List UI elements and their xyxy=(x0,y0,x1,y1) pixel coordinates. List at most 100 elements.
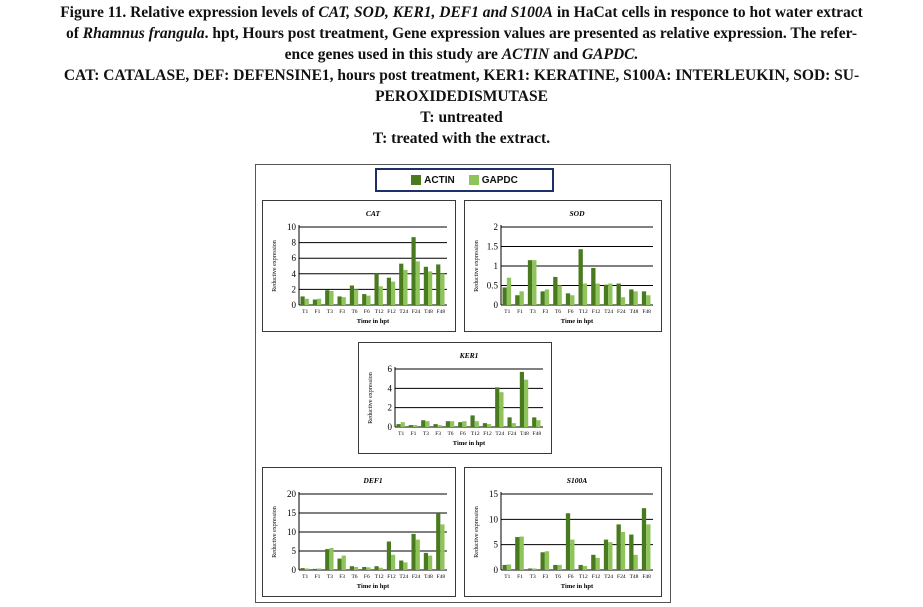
bar-gapdc xyxy=(532,260,537,305)
bar-actin xyxy=(553,564,558,570)
caption-line-3: ence genes used in this study are ACTIN … xyxy=(4,44,919,65)
bar-actin xyxy=(540,552,545,570)
bar-actin xyxy=(423,552,429,570)
y-tick-label: 2 xyxy=(292,284,297,294)
bar-gapdc xyxy=(620,297,626,305)
y-tick-label: 10 xyxy=(287,527,297,537)
y-tick-label: 15 xyxy=(489,489,499,499)
y-tick-label: 0.5 xyxy=(487,281,499,291)
bar-actin xyxy=(374,566,379,570)
y-axis-label: Reductive expression xyxy=(368,372,374,424)
bar-gapdc xyxy=(391,554,396,570)
y-tick-label: 5 xyxy=(292,546,297,556)
x-tick-label: F12 xyxy=(592,309,601,315)
y-axis-label: Reductive expression xyxy=(474,506,480,558)
bar-gapdc xyxy=(304,298,309,305)
bar-gapdc xyxy=(536,420,541,427)
bar-actin xyxy=(458,422,463,427)
x-tick-label: F6 xyxy=(568,574,574,580)
bar-gapdc xyxy=(519,291,524,305)
bar-actin xyxy=(482,423,488,427)
legend-item-gapdc: GAPDC xyxy=(468,175,518,186)
x-tick-label: F1 xyxy=(517,574,523,580)
y-tick-label: 5 xyxy=(494,540,499,550)
bar-gapdc xyxy=(595,557,600,570)
bar-gapdc xyxy=(354,289,359,305)
x-tick-label: T1 xyxy=(504,574,510,580)
x-tick-label: F6 xyxy=(364,309,370,315)
bar-actin xyxy=(411,533,416,570)
x-tick-label: T3 xyxy=(327,309,333,315)
bar-actin xyxy=(603,539,609,570)
x-tick-label: F1 xyxy=(315,309,321,315)
chart-title: DEF1 xyxy=(362,476,382,485)
bar-gapdc xyxy=(317,298,322,305)
y-tick-label: 6 xyxy=(388,364,393,374)
bar-gapdc xyxy=(570,295,575,305)
bar-actin xyxy=(515,537,520,570)
y-tick-label: 2 xyxy=(494,222,499,232)
bar-actin xyxy=(553,276,558,305)
y-axis-label: Reductive expression xyxy=(474,240,480,292)
x-tick-label: T3 xyxy=(530,309,536,315)
x-tick-label: F48 xyxy=(533,431,542,437)
bar-gapdc xyxy=(582,283,588,305)
chart-title: CAT xyxy=(366,209,381,218)
x-tick-label: F1 xyxy=(517,309,523,315)
x-tick-label: T6 xyxy=(555,309,561,315)
bar-actin xyxy=(411,237,416,305)
x-tick-label: T6 xyxy=(351,309,357,315)
caption-text: Figure 11. Relative expression levels of xyxy=(60,4,319,21)
bar-actin xyxy=(300,568,305,570)
bar-actin xyxy=(616,524,621,570)
chart-ker1: KER1 Reductive expression 0 2 4 6 T1 F1 T3 F3 T6 F6… xyxy=(368,351,543,447)
bar-actin xyxy=(386,541,392,570)
bar-gapdc xyxy=(474,421,479,427)
bar-gapdc xyxy=(329,290,334,305)
bar-gapdc xyxy=(524,379,529,427)
bar-gapdc xyxy=(428,555,433,570)
x-axis-label: Time in hpt xyxy=(561,318,594,325)
x-tick-label: T24 xyxy=(604,574,613,580)
caption-gene: GAPDC. xyxy=(581,46,639,63)
bar-actin xyxy=(423,266,429,305)
x-tick-label: T24 xyxy=(495,431,504,437)
bar-actin xyxy=(502,287,507,305)
bar-gapdc xyxy=(341,555,346,570)
x-tick-label: T1 xyxy=(302,574,308,580)
bar-actin xyxy=(349,285,355,305)
y-tick-label: 0 xyxy=(388,422,393,432)
bar-actin xyxy=(591,554,596,570)
caption-text: ence genes used in this study are xyxy=(284,46,502,63)
y-tick-label: 1 xyxy=(494,261,499,271)
x-tick-label: F3 xyxy=(542,574,548,580)
bar-gapdc xyxy=(608,542,613,570)
bar-actin xyxy=(312,568,318,570)
bar-actin xyxy=(629,289,634,305)
x-tick-label: F12 xyxy=(387,309,396,315)
bar-gapdc xyxy=(341,297,346,305)
bar-gapdc xyxy=(646,295,651,305)
bar-actin xyxy=(641,508,647,570)
bar-gapdc xyxy=(487,424,492,427)
x-tick-label: F24 xyxy=(617,574,626,580)
caption-line-2: of Rhamnus frangula. hpt, Hours post tre… xyxy=(4,23,919,44)
bar-gapdc xyxy=(608,283,613,305)
x-axis-label: Time in hpt xyxy=(453,440,486,447)
bar-gapdc xyxy=(391,281,396,305)
bar-gapdc xyxy=(378,567,383,570)
bar-gapdc xyxy=(403,269,408,305)
bar-gapdc xyxy=(506,277,512,305)
x-tick-label: T48 xyxy=(630,309,639,315)
chart-panel-def1: DEF1 Reductive expression 0 5 10 15 20 T1 F1 T3 F3… xyxy=(262,467,456,597)
bar-gapdc xyxy=(595,283,600,305)
legend-swatch-gapdc xyxy=(468,175,479,185)
x-tick-label: T12 xyxy=(375,574,384,580)
x-tick-label: T48 xyxy=(630,574,639,580)
caption-text: of xyxy=(65,25,83,42)
chart-def1: DEF1 Reductive expression 0 5 10 15 20 T1 F1 T3 F3… xyxy=(272,476,447,590)
bar-gapdc xyxy=(428,271,433,305)
legend-item-actin: ACTIN xyxy=(411,175,455,186)
bar-gapdc xyxy=(354,566,359,570)
x-tick-label: F6 xyxy=(568,309,574,315)
